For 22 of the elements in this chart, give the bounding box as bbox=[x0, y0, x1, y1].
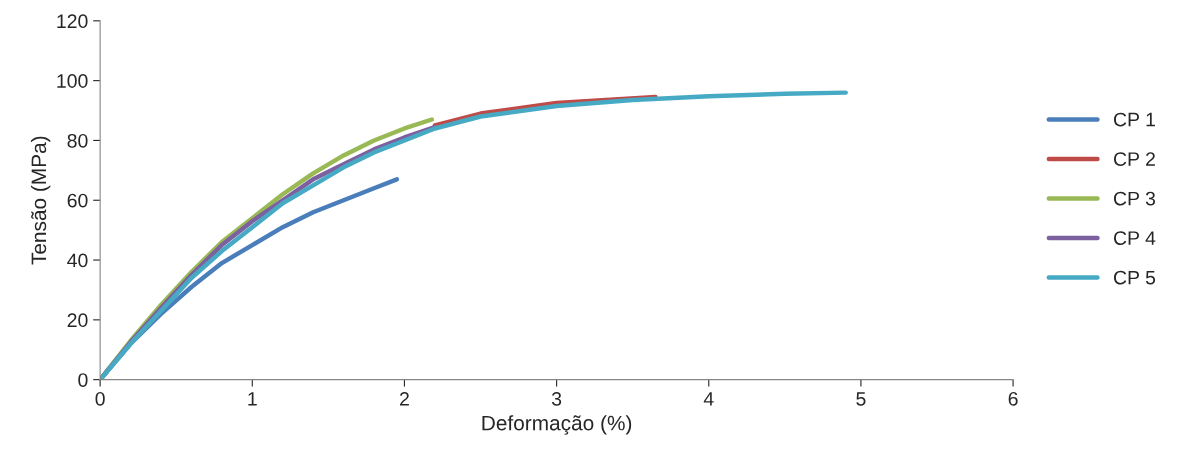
line-series bbox=[100, 90, 848, 380]
y-tick-label: 100 bbox=[57, 74, 88, 88]
y-tick-label: 40 bbox=[67, 253, 88, 268]
legend-label: CP 1 bbox=[1113, 112, 1155, 127]
x-tick-label: 6 bbox=[1008, 391, 1018, 406]
x-tick-label: 5 bbox=[856, 392, 866, 406]
x-tick-label: 3 bbox=[551, 391, 562, 406]
y-tick-label: 120 bbox=[57, 14, 88, 29]
x-tick-label: 2 bbox=[400, 391, 409, 406]
legend-label: CP 3 bbox=[1113, 191, 1156, 206]
y-axis-title: Tensão (MPa) bbox=[30, 136, 51, 265]
y-tick-label: 0 bbox=[78, 373, 88, 387]
legend-label: CP 5 bbox=[1113, 270, 1156, 285]
legend-label: CP 2 bbox=[1113, 152, 1155, 166]
x-tick-label: 1 bbox=[248, 392, 257, 406]
x-axis-title: Deformação (%) bbox=[482, 415, 632, 435]
x-tick-label: 4 bbox=[703, 392, 714, 406]
legend-label: CP 4 bbox=[1113, 231, 1156, 245]
y-tick-label: 20 bbox=[67, 313, 88, 328]
x-tick-label: 0 bbox=[95, 391, 105, 406]
y-tick-label: 80 bbox=[67, 133, 88, 148]
y-tick-label: 60 bbox=[67, 193, 88, 208]
